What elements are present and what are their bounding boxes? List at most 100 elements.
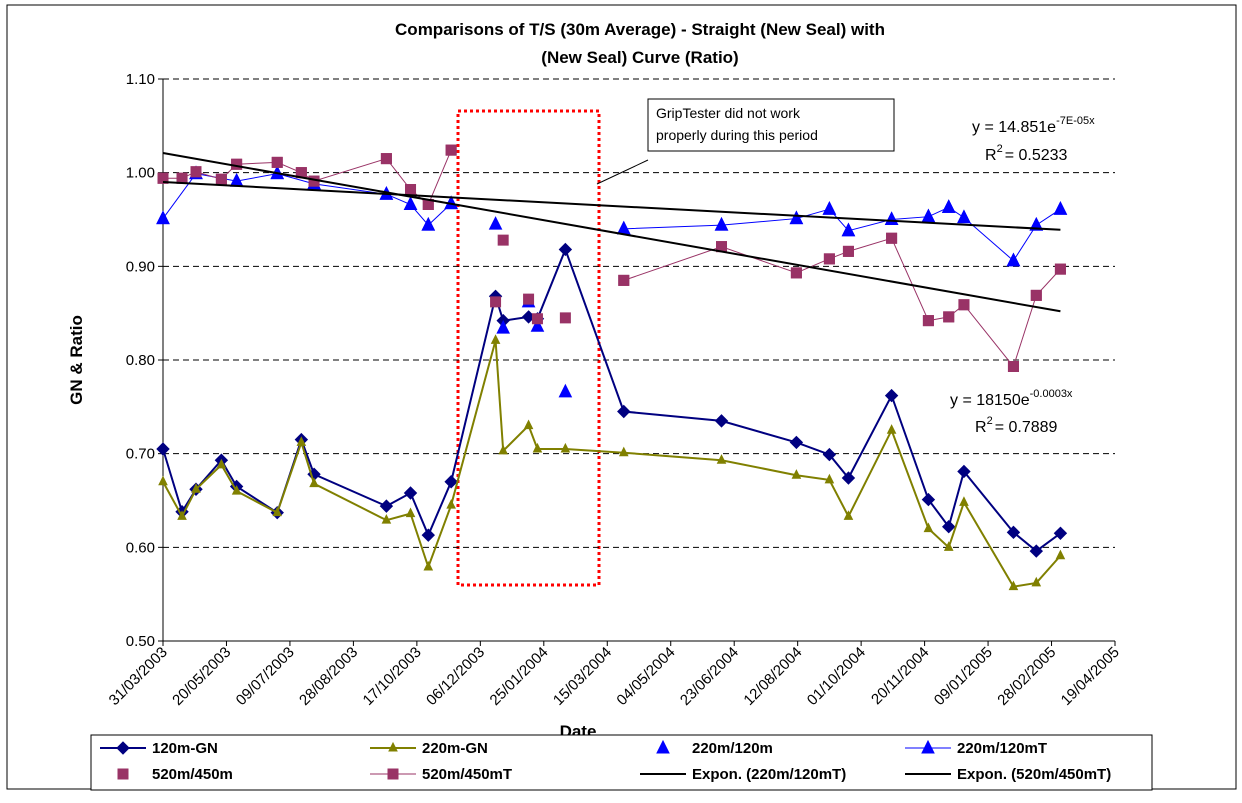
point — [943, 541, 954, 551]
point — [957, 464, 971, 479]
point — [381, 514, 392, 524]
point — [790, 267, 802, 279]
trend-equation: y = 18150e-0.0003x — [950, 388, 1073, 409]
callout-text: properly during this period — [656, 127, 818, 143]
series-line — [162, 152, 1061, 313]
point — [1030, 289, 1042, 301]
point — [789, 210, 804, 225]
legend-marker — [921, 739, 935, 754]
point — [842, 245, 854, 257]
y-tick-label: 0.50 — [126, 633, 155, 650]
legend-label: Expon. (520m/450mT) — [957, 766, 1111, 783]
point — [497, 234, 509, 246]
legend-label: 520m/450mT — [422, 766, 512, 783]
plot-area — [156, 78, 1116, 646]
point — [1007, 361, 1019, 373]
r-label: R — [975, 419, 987, 436]
point — [177, 510, 187, 520]
legend-label: 120m-GN — [152, 740, 218, 757]
point — [843, 510, 854, 520]
point — [559, 312, 571, 324]
point — [886, 232, 898, 244]
point — [714, 217, 729, 231]
y-tick-label: 1.00 — [126, 165, 155, 182]
point — [403, 486, 418, 500]
point — [714, 414, 729, 428]
point — [423, 560, 434, 571]
point — [1008, 580, 1019, 591]
legend-marker — [387, 768, 399, 780]
trend-r2: R2 = 0.7889 — [975, 415, 1058, 436]
point — [716, 454, 727, 464]
point — [617, 404, 631, 419]
y-tick-label: 0.80 — [126, 352, 155, 369]
legend-box — [90, 734, 1153, 791]
point — [942, 520, 956, 534]
point — [215, 173, 227, 185]
point — [618, 446, 629, 457]
y-tick-label: 0.70 — [126, 446, 155, 463]
point — [1053, 526, 1068, 540]
point — [403, 196, 418, 211]
point — [309, 477, 319, 488]
point — [1006, 252, 1021, 267]
highlight-box — [456, 109, 601, 587]
equation-base: y = 18150e — [950, 392, 1030, 409]
point — [272, 506, 283, 517]
legend-marker — [116, 741, 130, 755]
point — [523, 419, 534, 430]
point — [446, 499, 456, 509]
legend-label: 220m-GN — [422, 740, 488, 757]
point — [841, 471, 856, 485]
point — [231, 485, 242, 495]
r-label: R — [985, 147, 997, 164]
point — [943, 311, 955, 323]
point — [959, 496, 969, 506]
point — [158, 475, 168, 486]
point — [271, 156, 283, 168]
point — [496, 320, 510, 334]
point — [841, 222, 856, 237]
point — [191, 483, 201, 493]
point — [421, 528, 435, 542]
chart-title: Comparisons of T/S (30m Average) - Strai… — [395, 20, 885, 39]
point — [445, 144, 457, 156]
trend-equation: y = 14.851e-7E-05x — [972, 115, 1095, 136]
point — [957, 209, 971, 224]
equation-exponent: -7E-05x — [1056, 115, 1095, 127]
point — [1029, 544, 1044, 558]
point — [1006, 525, 1021, 540]
point — [1029, 217, 1044, 231]
point — [941, 199, 956, 213]
point — [958, 299, 970, 311]
callout-arrow — [596, 159, 649, 185]
callout-box — [647, 98, 895, 152]
legend-label: 220m/120mT — [957, 740, 1047, 757]
point — [156, 442, 170, 456]
legend: 120m-GN 220m-GN 220m/120m 220m/120mT 520m/45… — [100, 739, 1111, 783]
point — [1055, 549, 1066, 560]
point — [231, 158, 243, 170]
point — [498, 444, 508, 455]
y-tick-label: 0.90 — [126, 258, 155, 275]
point — [823, 253, 835, 265]
legend-label: 520m/450m — [152, 766, 233, 783]
legend-marker — [656, 739, 670, 754]
r-value: = 0.5233 — [1005, 147, 1068, 164]
point — [379, 499, 394, 513]
point — [488, 216, 503, 230]
point — [1054, 263, 1066, 275]
point — [216, 458, 227, 469]
point — [822, 201, 837, 215]
point — [1053, 201, 1068, 215]
series-line — [162, 181, 1061, 231]
point — [156, 210, 170, 225]
point — [618, 274, 630, 286]
legend-label: Expon. (220m/120mT) — [692, 766, 846, 783]
point — [558, 383, 573, 398]
point — [380, 153, 392, 165]
r-exponent: 2 — [987, 415, 993, 427]
point — [405, 507, 416, 518]
series-line — [623, 206, 1061, 262]
